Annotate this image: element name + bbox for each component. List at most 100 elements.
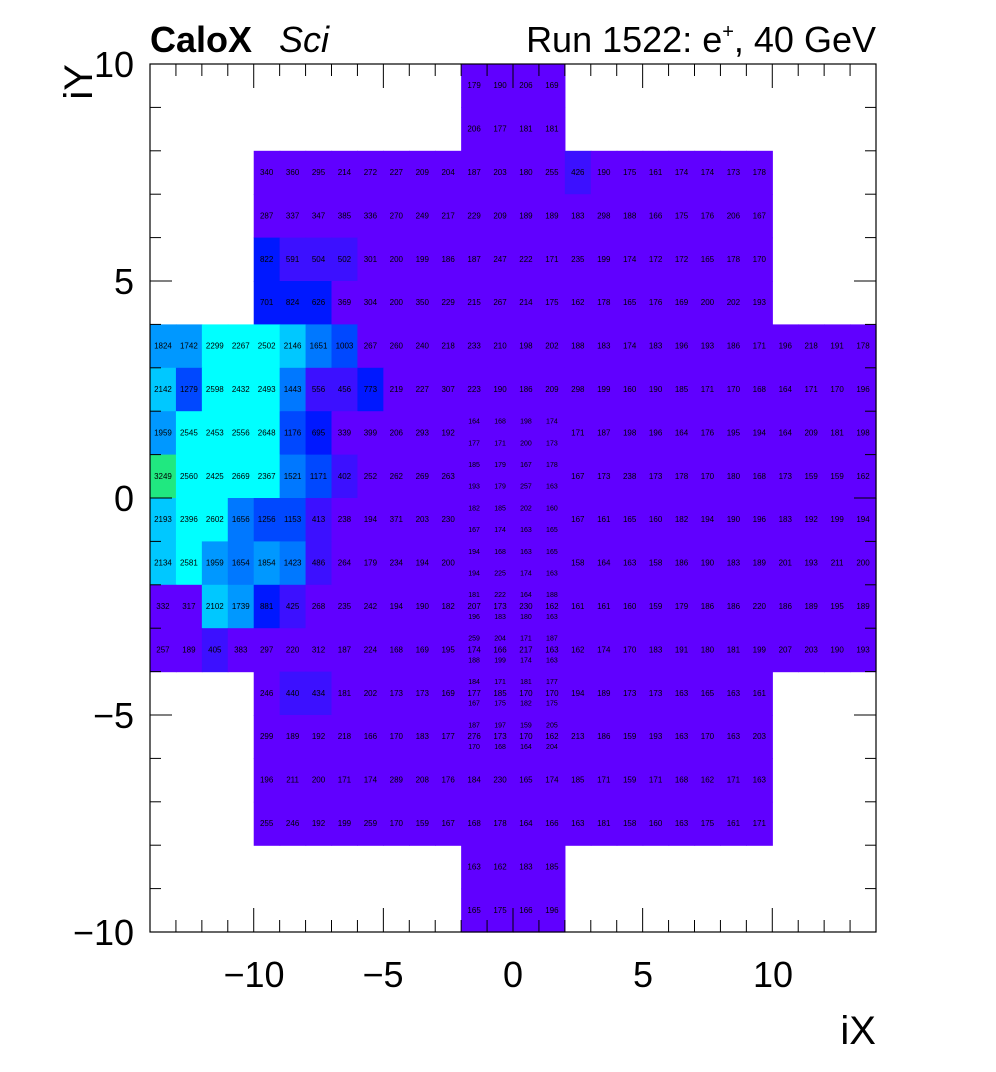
cell-value: 194 [753, 428, 767, 437]
heatmap-cell [461, 758, 488, 803]
heatmap-cell [642, 150, 670, 195]
cell-value: 162 [701, 776, 715, 785]
cell-value: 167 [520, 462, 532, 469]
cell-value: 2669 [232, 472, 250, 481]
cell-value: 276 [467, 732, 481, 741]
heatmap-cell [383, 584, 410, 629]
cell-value: 187 [468, 722, 480, 729]
heatmap-cell [746, 150, 773, 195]
heatmap-cell [435, 324, 462, 369]
cell-value: 173 [390, 689, 404, 698]
cell-value: 193 [804, 559, 818, 568]
cell-value: 173 [416, 689, 430, 698]
cell-value: 159 [416, 819, 430, 828]
cell-value: 259 [468, 636, 480, 643]
heatmap-cell [487, 693, 514, 716]
cell-value: 2598 [206, 385, 224, 394]
cell-value: 163 [546, 484, 558, 491]
heatmap-cell [461, 628, 488, 651]
cell-value: 163 [571, 819, 585, 828]
cell-value: 163 [675, 689, 689, 698]
heatmap-cell [253, 411, 281, 456]
heatmap-cell [538, 432, 566, 456]
y-tick-label: 10 [94, 44, 134, 85]
cell-value: 168 [494, 549, 506, 556]
x-tick-label: −5 [362, 954, 403, 995]
heatmap-cell [253, 801, 281, 846]
cell-value: 164 [519, 819, 533, 828]
heatmap-cell [435, 758, 462, 803]
cell-value: 201 [779, 559, 793, 568]
heatmap-cell [409, 584, 436, 629]
heatmap-cell [487, 367, 514, 412]
heatmap-cell [746, 367, 773, 412]
cell-value: 202 [727, 298, 741, 307]
cell-value: 347 [312, 211, 326, 220]
heatmap-cell [357, 324, 384, 369]
heatmap-cell [227, 628, 255, 673]
heatmap-cell [668, 324, 696, 369]
cell-value: 2193 [154, 515, 172, 524]
cell-value: 213 [571, 732, 585, 741]
cell-value: 178 [727, 255, 741, 264]
cell-value: 195 [441, 645, 455, 654]
cell-value: 174 [545, 776, 559, 785]
run-info-sup: + [722, 21, 734, 43]
cell-value: 257 [520, 484, 532, 491]
cell-value: 1824 [154, 342, 172, 351]
heatmap-cell [668, 584, 696, 629]
cell-value: 171 [649, 776, 663, 785]
cell-value: 163 [546, 657, 558, 664]
cell-value: 163 [520, 527, 532, 534]
heatmap-cell [642, 411, 670, 456]
cell-value: 340 [260, 168, 274, 177]
y-axis-title: iY [57, 64, 101, 100]
cell-value: 202 [545, 342, 559, 351]
heatmap-cell [461, 107, 488, 152]
heatmap-cell [435, 801, 462, 846]
heatmap-cell [772, 411, 799, 456]
heatmap-cell [150, 454, 177, 499]
cell-value: 486 [312, 559, 326, 568]
heatmap-cell [461, 411, 488, 434]
cell-value: 1423 [284, 559, 302, 568]
heatmap-cell [253, 454, 281, 499]
cell-value: 199 [753, 645, 767, 654]
heatmap-cell [720, 281, 747, 325]
heatmap-cell [824, 541, 851, 586]
cell-value: 200 [312, 776, 326, 785]
cell-value: 160 [623, 385, 637, 394]
cell-value: 173 [597, 472, 611, 481]
cell-value: 218 [441, 342, 455, 351]
heatmap-cell [616, 498, 644, 542]
cell-value: 190 [727, 515, 741, 524]
cell-value: 178 [675, 472, 689, 481]
heatmap-cell [461, 563, 488, 586]
cell-value: 307 [441, 385, 455, 394]
cell-value: 187 [546, 636, 558, 643]
cell-value: 2581 [180, 559, 198, 568]
heatmap-cell [279, 454, 307, 499]
run-info: Run 1522: e+, 40 GeV [526, 19, 876, 60]
cell-value: 2102 [206, 602, 224, 611]
heatmap-cell [538, 606, 566, 629]
heatmap-cell [538, 801, 566, 846]
heatmap-cell [564, 628, 592, 673]
cell-value: 174 [467, 645, 481, 654]
heatmap-cell [461, 541, 488, 564]
cell-value: 196 [545, 906, 559, 915]
cell-value: 701 [260, 298, 274, 307]
heatmap-cell [227, 411, 255, 456]
heatmap-cell [538, 237, 566, 282]
heatmap-cell [331, 671, 359, 716]
cell-value: 179 [494, 484, 506, 491]
heatmap-cell [513, 64, 540, 108]
cell-value: 188 [571, 342, 585, 351]
heatmap-cell [746, 411, 773, 456]
heatmap-cell [279, 498, 307, 542]
heatmap-cell [538, 541, 566, 564]
cell-value: 193 [856, 645, 870, 654]
cell-value: 170 [519, 732, 533, 741]
heatmap-cell [409, 801, 436, 846]
heatmap-cell [201, 454, 229, 499]
